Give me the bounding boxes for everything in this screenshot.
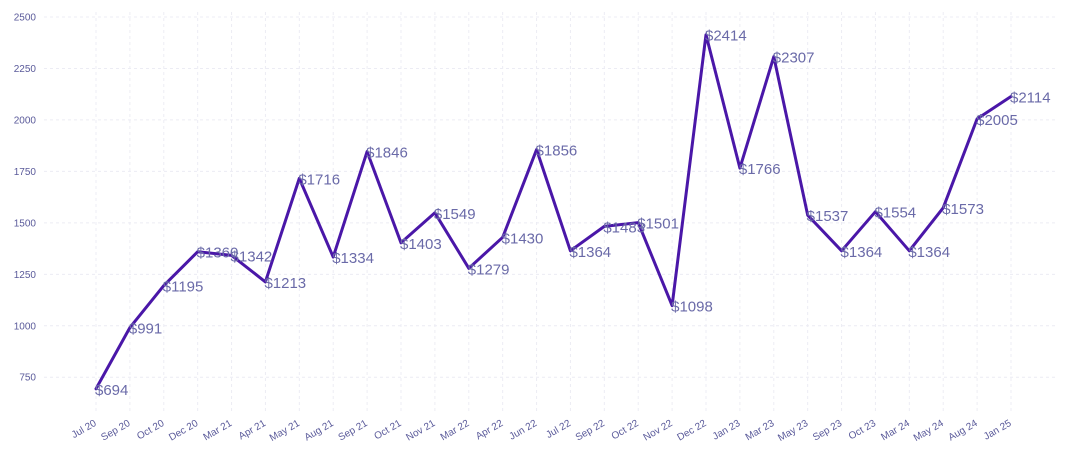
x-tick-label: Dec 22	[676, 418, 709, 444]
x-tick-label: Oct 23	[847, 418, 878, 442]
x-tick-label: Sep 23	[811, 418, 844, 444]
data-label: $1360	[197, 245, 239, 262]
x-tick-label: Mar 24	[879, 418, 912, 443]
x-tick-label: May 23	[776, 418, 810, 444]
x-tick-label: Mar 22	[439, 418, 472, 443]
series-line	[94, 33, 1013, 391]
x-tick-label: Jan 25	[982, 418, 1014, 443]
x-tick-label: May 21	[268, 418, 302, 444]
data-label: $1549	[434, 206, 476, 223]
x-tick-label: Nov 21	[404, 418, 437, 444]
y-tick-label: 1000	[14, 321, 37, 332]
x-tick-label: Aug 24	[947, 418, 980, 444]
x-tick-label: Oct 21	[372, 418, 403, 442]
x-tick-label: Apr 22	[474, 418, 505, 442]
data-label: $1098	[671, 299, 713, 316]
x-tick-label: Oct 20	[135, 418, 166, 442]
data-label: $1716	[298, 171, 340, 188]
x-tick-label: Sep 22	[574, 418, 607, 444]
y-tick-label: 750	[19, 373, 36, 384]
y-tick-label: 1500	[14, 218, 37, 229]
data-label: $694	[95, 382, 128, 399]
data-label: $1279	[468, 261, 510, 278]
x-tick-label: May 24	[912, 418, 946, 444]
x-tick-label: Nov 22	[642, 418, 675, 444]
data-label: $2114	[1010, 89, 1051, 106]
y-tick-label: 2000	[14, 115, 37, 126]
data-label: $2307	[773, 50, 815, 67]
x-tick-label: Dec 20	[167, 418, 200, 444]
x-tick-label: Jul 20	[70, 418, 99, 441]
x-tick-label: Mar 21	[202, 418, 235, 443]
x-tick-label: Sep 20	[99, 418, 132, 444]
x-tick-label: Apr 21	[237, 418, 268, 442]
data-label: $991	[129, 321, 162, 338]
x-tick-label: Jan 23	[711, 418, 743, 443]
y-tick-label: 1750	[14, 167, 37, 178]
data-label: $1856	[536, 143, 578, 160]
y-tick-label: 2500	[14, 13, 37, 24]
data-label: $1334	[332, 250, 374, 267]
data-label: $1364	[569, 244, 611, 261]
data-label: $1403	[400, 236, 442, 253]
data-label: $1766	[739, 161, 781, 178]
y-tick-label: 1250	[14, 270, 37, 281]
data-label: $1537	[807, 208, 849, 225]
x-tick-label: Aug 21	[303, 418, 336, 444]
data-labels: $694 $991 $1195 $1360$1342 $1213 $1716 $1334 $1…	[95, 28, 1051, 399]
y-tick-label: 2250	[14, 64, 37, 75]
data-label: $1430	[502, 230, 544, 247]
data-label: $2414	[705, 28, 747, 45]
data-label: $1573	[942, 201, 984, 218]
y-axis: 750 1000 1250 1500 1750 2000 2250 2500	[14, 13, 37, 384]
data-label: $1483	[603, 219, 645, 236]
x-tick-label: Jun 22	[508, 418, 540, 443]
data-label: $1195	[163, 279, 204, 296]
data-label: $1501	[637, 216, 679, 233]
data-label: $1364	[908, 244, 950, 261]
x-tick-label: Mar 23	[744, 418, 777, 443]
data-label: $2005	[976, 112, 1018, 129]
data-label: $1554	[874, 205, 916, 222]
data-label: $1342	[231, 248, 273, 265]
data-label: $1846	[366, 145, 408, 162]
data-label: $1213	[264, 275, 306, 292]
x-tick-label: Oct 22	[610, 418, 641, 442]
x-tick-label: Jul 22	[544, 418, 573, 441]
data-label: $1364	[841, 244, 883, 261]
x-axis: Jul 20 Sep 20 Oct 20 Dec 20 Mar 21 Apr 21 May …	[70, 418, 1014, 444]
x-tick-label: Sep 21	[337, 418, 370, 444]
